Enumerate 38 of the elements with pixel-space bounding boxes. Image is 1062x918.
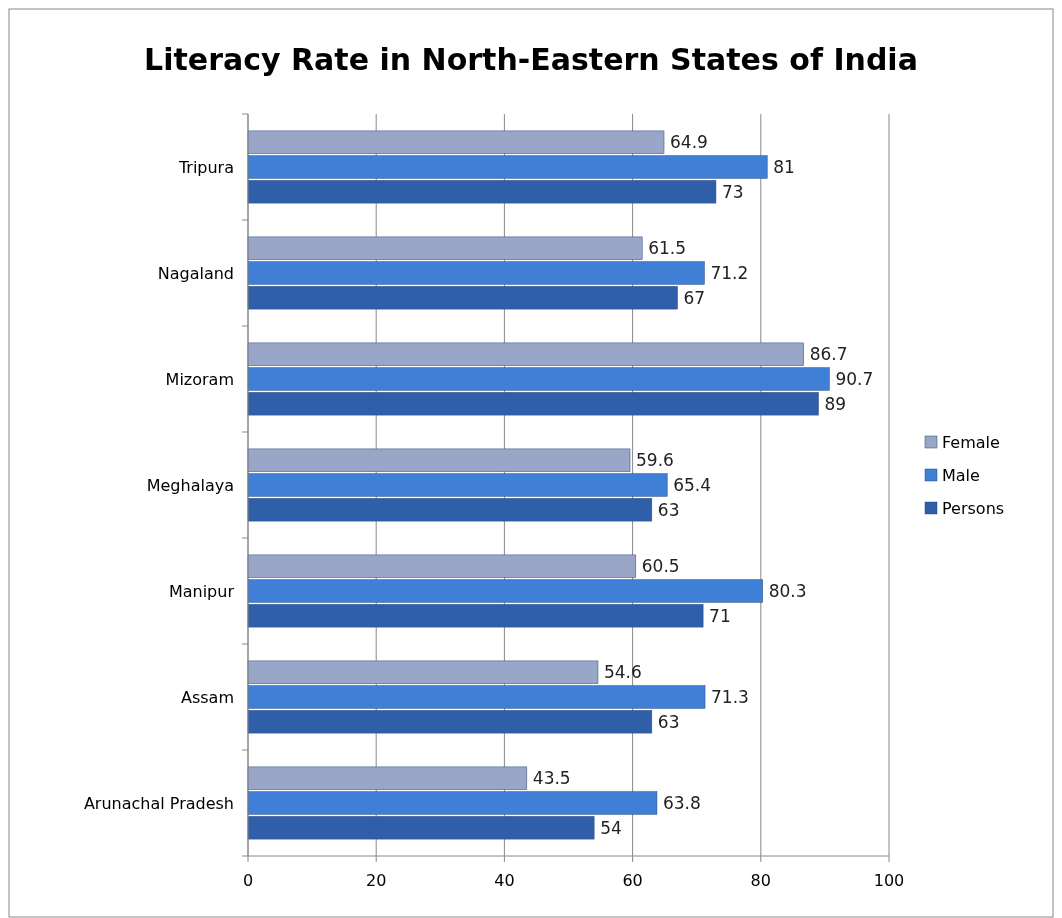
data-label: 54	[600, 817, 622, 838]
data-label: 61.5	[648, 238, 687, 259]
data-label: 80.3	[768, 581, 807, 601]
y-tick-label: Assam	[180, 688, 234, 707]
data-label: 71.2	[710, 263, 749, 283]
y-tick-label: Meghalaya	[146, 476, 234, 495]
data-label: 65.4	[673, 475, 712, 495]
data-label: 86.7	[809, 344, 848, 365]
x-tick-label: 60	[622, 871, 643, 890]
x-tick-label: 80	[750, 871, 771, 890]
data-label: 59.6	[636, 450, 674, 471]
x-tick-label: 100	[873, 871, 905, 890]
legend-label: Persons	[942, 499, 1005, 518]
y-tick-label: Mizoram	[165, 370, 234, 389]
data-label: 89	[824, 393, 847, 414]
data-label: 63	[657, 499, 680, 520]
x-tick-label: 0	[242, 871, 254, 890]
chart-title: Literacy Rate in North-Eastern States of India	[144, 42, 918, 77]
data-label: 67	[683, 287, 706, 308]
data-label: 73	[721, 181, 744, 202]
data-label: 63	[657, 711, 680, 732]
y-tick-label: Manipur	[168, 582, 235, 601]
y-tick-label: Nagaland	[157, 264, 234, 283]
data-label: 54.6	[603, 662, 642, 683]
data-label: 71	[709, 605, 731, 626]
data-label: 63.8	[662, 793, 701, 813]
data-label: 90.7	[835, 369, 874, 389]
y-tick-label: Tripura	[177, 158, 234, 177]
legend-label: Female	[942, 433, 1000, 452]
x-tick-label: 20	[366, 871, 387, 890]
data-label: 43.5	[532, 768, 571, 789]
data-label: 64.9	[670, 132, 708, 153]
y-tick-label: Arunachal Pradesh	[83, 794, 234, 813]
data-label: 81	[773, 157, 795, 177]
legend-label: Male	[942, 466, 980, 485]
data-label: 71.3	[711, 687, 749, 707]
x-tick-label: 40	[494, 871, 515, 890]
data-label: 60.5	[641, 556, 680, 577]
